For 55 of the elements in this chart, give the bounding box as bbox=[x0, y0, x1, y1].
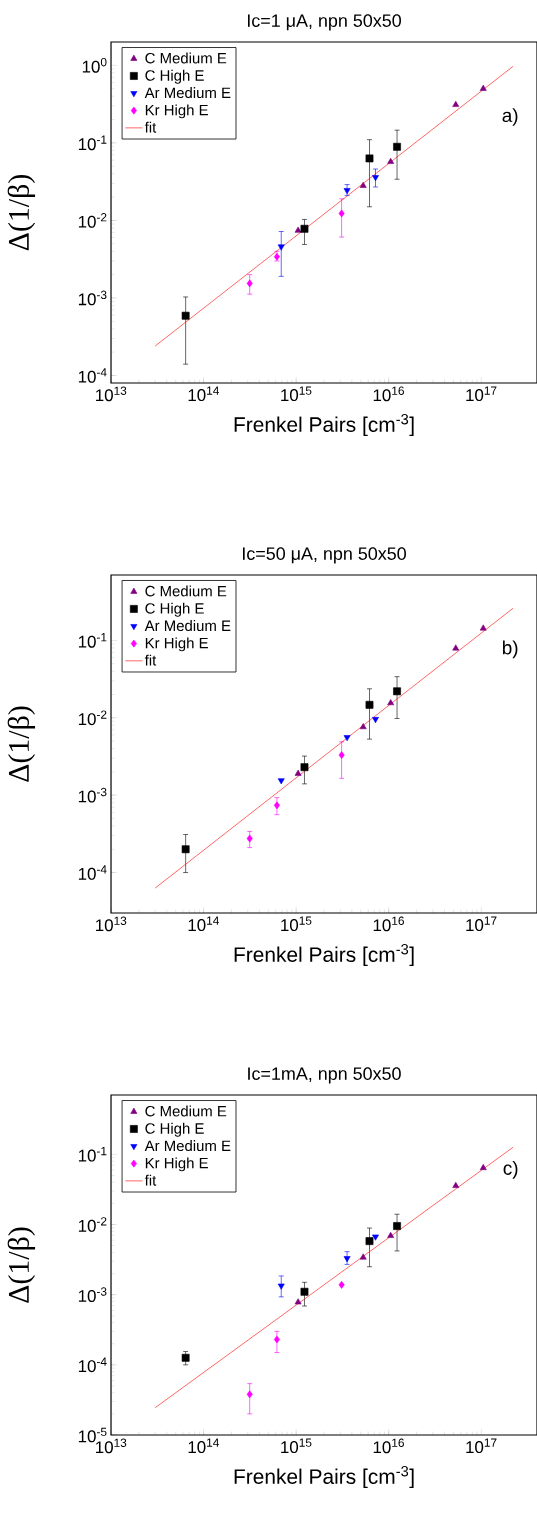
legend-label: fit bbox=[144, 654, 157, 666]
x-axis-title: Frenkel Pairs [cm$^{-3}$] bbox=[234, 414, 414, 437]
x-axis-title: Frenkel Pairs [cm$^{-3}$] bbox=[234, 1466, 414, 1489]
y-tick-label: 10$^{-2}$ bbox=[78, 1217, 107, 1232]
x-tick-label: 10$^{14}$ bbox=[188, 1438, 219, 1454]
legend-label: C Medium E bbox=[145, 585, 227, 597]
x-tick-label: 10$^{15}$ bbox=[281, 386, 312, 402]
y-tick-label: 10$^{-2}$ bbox=[78, 213, 107, 228]
legend-label: C Medium E bbox=[145, 52, 227, 64]
x-tick-label: 10$^{15}$ bbox=[281, 916, 312, 932]
legend-label: C High E bbox=[145, 69, 204, 84]
y-axis-title: Δ(1/β) bbox=[7, 175, 36, 251]
y-axis-title: Δ(1/β) bbox=[7, 706, 36, 782]
legend-label: fit bbox=[144, 1174, 157, 1186]
x-tick-label: 10$^{15}$ bbox=[281, 1438, 312, 1454]
y-tick-label: 10$^{-3}$ bbox=[78, 1287, 107, 1303]
chart-title: Ic=50 μA, npn 50x50 bbox=[242, 547, 406, 564]
x-tick-label: 10$^{16}$ bbox=[373, 1438, 404, 1454]
y-tick-label: 10$^{-2}$ bbox=[78, 710, 107, 726]
x-axis-title: Frenkel Pairs [cm$^{-3}$] bbox=[234, 944, 414, 967]
y-tick-label: 10$^{-1}$ bbox=[78, 135, 107, 151]
annotation: a) bbox=[502, 108, 518, 126]
y-tick-label: 10$^{-3}$ bbox=[78, 290, 107, 306]
x-tick-label: 10$^{13}$ bbox=[96, 1438, 127, 1454]
y-tick-label: 10$^{0}$ bbox=[82, 57, 107, 73]
x-tick-label: 10$^{14}$ bbox=[188, 916, 219, 932]
y-tick-label: 10$^{-4}$ bbox=[78, 865, 107, 880]
legend-label: Kr High E bbox=[145, 104, 208, 119]
annotation: c) bbox=[503, 1161, 518, 1179]
legend-label: Ar Medium E bbox=[144, 620, 231, 632]
legend-label: Ar Medium E bbox=[144, 87, 231, 99]
x-tick-label: 10$^{17}$ bbox=[466, 1438, 497, 1454]
legend-label: Kr High E bbox=[145, 1157, 208, 1172]
x-tick-label: 10$^{17}$ bbox=[466, 916, 497, 932]
y-tick-label: 10$^{-1}$ bbox=[78, 633, 107, 648]
x-tick-label: 10$^{13}$ bbox=[96, 386, 127, 402]
y-tick-label: 10$^{-4}$ bbox=[78, 368, 107, 383]
chart-title: Ic=1 μA, npn 50x50 bbox=[247, 14, 401, 31]
chart-title: Ic=1mA, npn 50x50 bbox=[248, 1067, 401, 1084]
y-tick-label: 10$^{-3}$ bbox=[78, 787, 107, 803]
x-tick-label: 10$^{16}$ bbox=[373, 916, 404, 932]
x-tick-label: 10$^{14}$ bbox=[188, 386, 219, 402]
y-tick-label: 10$^{-4}$ bbox=[78, 1357, 107, 1373]
x-tick-label: 10$^{17}$ bbox=[466, 386, 497, 402]
legend-label: C Medium E bbox=[145, 1105, 227, 1117]
legend-label: C High E bbox=[145, 602, 204, 617]
legend-label: Kr High E bbox=[145, 637, 208, 652]
y-axis-title: Δ(1/β) bbox=[7, 1227, 36, 1303]
annotation: b) bbox=[502, 640, 518, 659]
y-tick-label: 10$^{-1}$ bbox=[78, 1147, 107, 1162]
legend-label: C High E bbox=[145, 1122, 204, 1137]
legend-label: fit bbox=[144, 121, 157, 133]
x-tick-label: 10$^{16}$ bbox=[373, 386, 404, 402]
x-tick-label: 10$^{13}$ bbox=[96, 916, 127, 932]
legend-label: Ar Medium E bbox=[144, 1140, 231, 1152]
